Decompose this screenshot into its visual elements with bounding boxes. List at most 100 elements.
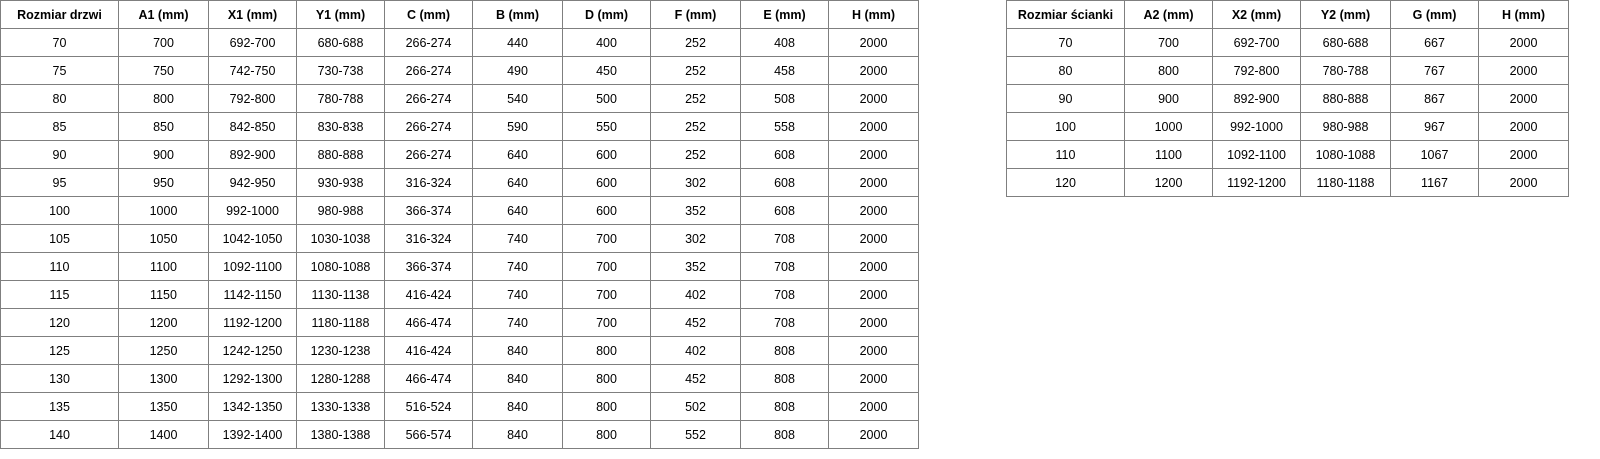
table-cell: 2000 <box>1478 140 1569 169</box>
table-cell: 740 <box>472 224 563 253</box>
table-cell: 1000 <box>118 196 209 225</box>
table-cell: 1100 <box>118 252 209 281</box>
table-cell: 992-1000 <box>208 196 297 225</box>
table-cell: 1200 <box>1124 168 1213 197</box>
column-header: A1 (mm) <box>118 0 209 29</box>
table-cell: 740 <box>472 280 563 309</box>
table-cell: 680-688 <box>1300 28 1391 57</box>
table-cell: 508 <box>740 84 829 113</box>
table-cell: 608 <box>740 196 829 225</box>
table-cell: 452 <box>650 364 741 393</box>
column-header: F (mm) <box>650 0 741 29</box>
table-cell: 1392-1400 <box>208 420 297 449</box>
table-cell: 640 <box>472 168 563 197</box>
table-cell: 640 <box>472 196 563 225</box>
column-header: X2 (mm) <box>1212 0 1301 29</box>
column-header: Y2 (mm) <box>1300 0 1391 29</box>
table-cell: 95 <box>0 168 119 197</box>
table-cell: 2000 <box>828 280 919 309</box>
table-cell: 992-1000 <box>1212 112 1301 141</box>
table-cell: 75 <box>0 56 119 85</box>
table-cell: 366-374 <box>384 196 473 225</box>
column-header: H (mm) <box>1478 0 1569 29</box>
table-cell: 125 <box>0 336 119 365</box>
table-cell: 900 <box>118 140 209 169</box>
table-cell: 100 <box>1006 112 1125 141</box>
table-cell: 502 <box>650 392 741 421</box>
table-row: 80 800 792-800 780-788 266-274 540 500 252 508 20… <box>0 84 919 113</box>
table-cell: 842-850 <box>208 112 297 141</box>
table-row: 105 1050 1042-1050 1030-1038 316-324 740 700 30… <box>0 224 919 253</box>
table-cell: 2000 <box>828 336 919 365</box>
table-cell: 416-424 <box>384 280 473 309</box>
table-cell: 366-374 <box>384 252 473 281</box>
table-cell: 80 <box>0 84 119 113</box>
column-header: H (mm) <box>828 0 919 29</box>
table-cell: 252 <box>650 56 741 85</box>
table-cell: 700 <box>562 252 651 281</box>
table-cell: 1080-1088 <box>296 252 385 281</box>
table-cell: 1067 <box>1390 140 1479 169</box>
table-cell: 552 <box>650 420 741 449</box>
table-cell: 2000 <box>828 392 919 421</box>
table-cell: 1192-1200 <box>1212 168 1301 197</box>
table-cell: 90 <box>0 140 119 169</box>
table-cell: 708 <box>740 308 829 337</box>
table-cell: 85 <box>0 112 119 141</box>
column-header: Rozmiar drzwi <box>0 0 119 29</box>
table-cell: 2000 <box>1478 112 1569 141</box>
table-row: 90 900 892-900 880-888 266-274 640 600 252 608 20… <box>0 140 919 169</box>
table-cell: 2000 <box>828 224 919 253</box>
table-cell: 708 <box>740 252 829 281</box>
table-cell: 750 <box>118 56 209 85</box>
table-cell: 466-474 <box>384 364 473 393</box>
table-cell: 135 <box>0 392 119 421</box>
table-row: 135 1350 1342-1350 1330-1338 516-524 840 800 50… <box>0 392 919 421</box>
table-cell: 680-688 <box>296 28 385 57</box>
table-cell: 880-888 <box>1300 84 1391 113</box>
table-cell: 667 <box>1390 28 1479 57</box>
table-cell: 700 <box>562 308 651 337</box>
table-cell: 80 <box>1006 56 1125 85</box>
table-cell: 1280-1288 <box>296 364 385 393</box>
table-row: 120 1200 1192-1200 1180-1188 466-474 740 700 45… <box>0 308 919 337</box>
table-cell: 892-900 <box>208 140 297 169</box>
table-cell: 1350 <box>118 392 209 421</box>
table-cell: 316-324 <box>384 168 473 197</box>
table-cell: 900 <box>1124 84 1213 113</box>
column-header: X1 (mm) <box>208 0 297 29</box>
table-cell: 730-738 <box>296 56 385 85</box>
table-cell: 590 <box>472 112 563 141</box>
table-cell: 640 <box>472 140 563 169</box>
table-cell: 800 <box>562 336 651 365</box>
table-cell: 800 <box>562 420 651 449</box>
table-cell: 692-700 <box>208 28 297 57</box>
table-cell: 466-474 <box>384 308 473 337</box>
table-cell: 352 <box>650 196 741 225</box>
table-cell: 708 <box>740 224 829 253</box>
table-cell: 266-274 <box>384 140 473 169</box>
table-cell: 458 <box>740 56 829 85</box>
table-cell: 1230-1238 <box>296 336 385 365</box>
table-cell: 740 <box>472 252 563 281</box>
table-cell: 840 <box>472 336 563 365</box>
table-cell: 700 <box>118 28 209 57</box>
table-cell: 850 <box>118 112 209 141</box>
table-cell: 2000 <box>828 56 919 85</box>
table-cell: 452 <box>650 308 741 337</box>
table-cell: 808 <box>740 420 829 449</box>
table-cell: 550 <box>562 112 651 141</box>
table-cell: 1092-1100 <box>208 252 297 281</box>
table-cell: 950 <box>118 168 209 197</box>
table-cell: 980-988 <box>296 196 385 225</box>
table-cell: 1080-1088 <box>1300 140 1391 169</box>
table-cell: 2000 <box>1478 56 1569 85</box>
table-row: 70 700 692-700 680-688 266-274 440 400 252 408 20… <box>0 28 919 57</box>
column-header: A2 (mm) <box>1124 0 1213 29</box>
table-cell: 110 <box>1006 140 1125 169</box>
table-cell: 792-800 <box>1212 56 1301 85</box>
table-cell: 880-888 <box>296 140 385 169</box>
column-header: Rozmiar ścianki <box>1006 0 1125 29</box>
table-row: 70 700 692-700 680-688 667 2000 <box>1006 28 1569 57</box>
table-cell: 252 <box>650 140 741 169</box>
